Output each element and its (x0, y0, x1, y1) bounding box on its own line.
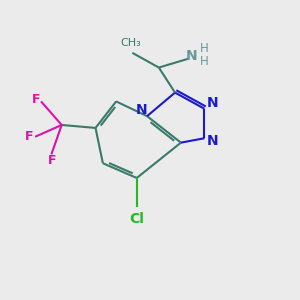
Text: N: N (207, 134, 218, 148)
Text: Cl: Cl (129, 212, 144, 226)
Text: H: H (200, 42, 209, 55)
Text: F: F (32, 93, 40, 106)
Text: N: N (207, 97, 218, 110)
Text: F: F (24, 130, 33, 143)
Text: N: N (185, 49, 197, 63)
Text: N: N (136, 103, 148, 117)
Text: H: H (200, 55, 209, 68)
Text: F: F (48, 154, 56, 167)
Text: CH₃: CH₃ (121, 38, 141, 48)
